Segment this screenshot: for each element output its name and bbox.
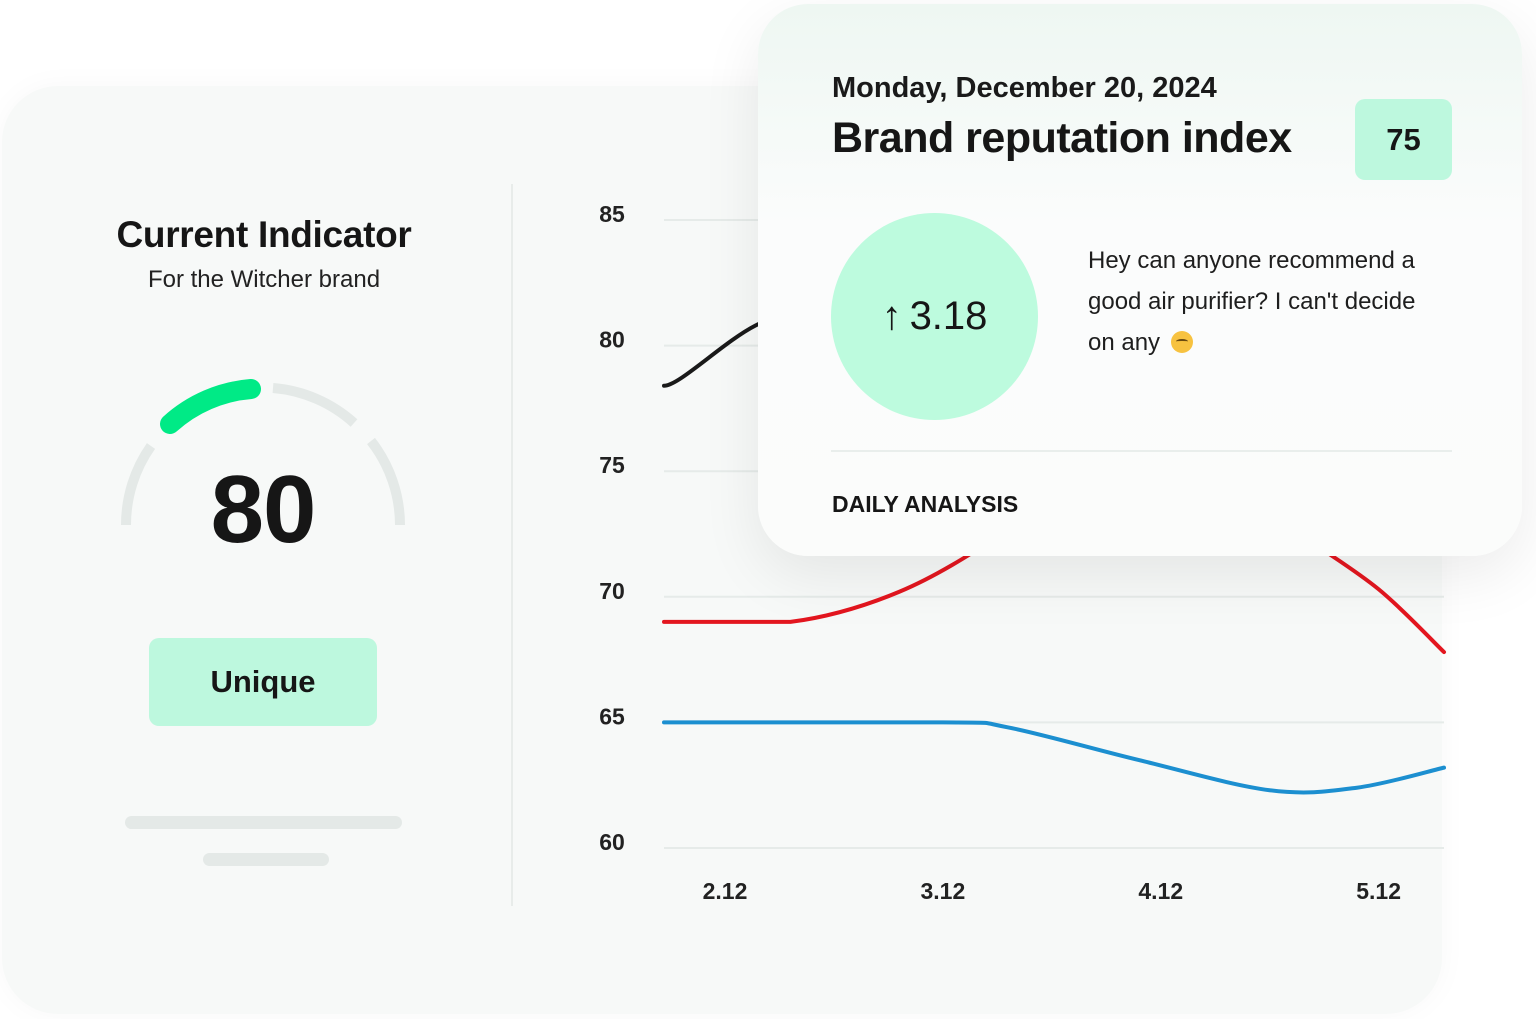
x-tick-label: 3.12 xyxy=(920,878,965,904)
change-value: 3.18 xyxy=(909,294,988,338)
arrow-up-icon: ↑ xyxy=(881,294,902,338)
reputation-popup: Monday, December 20, 2024 Brand reputati… xyxy=(758,4,1522,556)
daily-analysis-label[interactable]: DAILY ANALYSIS xyxy=(832,491,1019,517)
divider xyxy=(831,450,1452,452)
gauge-track-top-right xyxy=(272,383,358,427)
x-tick-label: 4.12 xyxy=(1138,878,1183,904)
unique-button[interactable]: Unique xyxy=(149,638,377,726)
y-tick-label: 70 xyxy=(599,578,625,604)
disappointed-face-icon xyxy=(1170,331,1193,353)
indicator-title: Current Indicator xyxy=(116,214,412,255)
gauge-track-right xyxy=(367,437,405,526)
y-tick-label: 85 xyxy=(599,201,625,227)
placeholder-bar xyxy=(203,853,329,866)
y-tick-label: 75 xyxy=(599,452,625,478)
y-tick-label: 80 xyxy=(599,327,625,353)
change-circle: ↑ 3.18 xyxy=(831,213,1038,420)
indicator-value: 80 xyxy=(210,456,317,563)
divider xyxy=(511,184,513,906)
popup-title: Brand reputation index xyxy=(832,114,1292,162)
popup-date: Monday, December 20, 2024 xyxy=(832,72,1217,104)
series-line-2 xyxy=(662,720,1446,795)
message-text: Hey can anyone recommend a good air puri… xyxy=(1088,247,1416,356)
gauge xyxy=(120,379,405,526)
y-tick-label: 65 xyxy=(599,703,625,729)
x-tick-label: 2.12 xyxy=(703,878,748,904)
indicator-subtitle: For the Witcher brand xyxy=(147,266,381,293)
message: Hey can anyone recommend a good air puri… xyxy=(1088,240,1448,363)
x-tick-label: 5.12 xyxy=(1356,878,1401,904)
placeholder-bar xyxy=(125,816,402,829)
index-badge: 75 xyxy=(1355,99,1452,180)
gauge-fill xyxy=(160,379,261,434)
y-tick-label: 60 xyxy=(599,829,625,855)
gauge-track-left xyxy=(120,443,156,526)
